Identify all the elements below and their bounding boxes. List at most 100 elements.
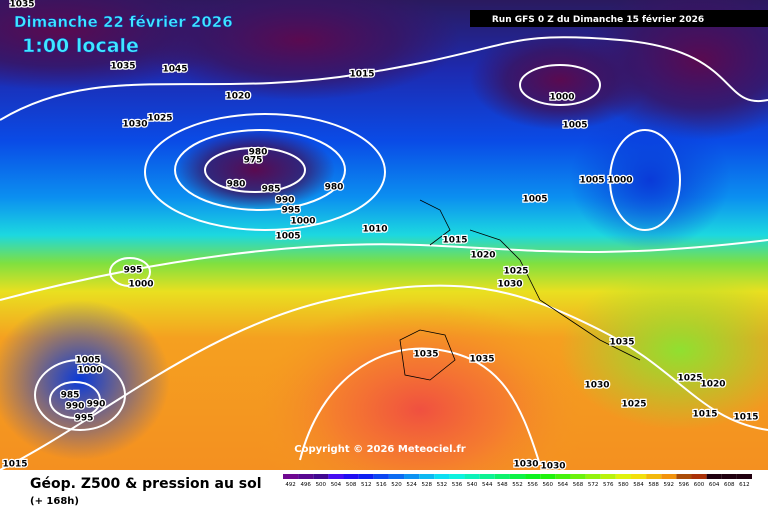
scale-swatch — [600, 474, 616, 479]
isobar-label: 1035 — [413, 350, 438, 360]
scale-label: 596 — [679, 482, 690, 488]
scale-swatch — [464, 474, 480, 479]
isobar-label: 1000 — [290, 217, 315, 227]
scale-swatch — [721, 474, 737, 479]
low-area — [140, 0, 460, 100]
isobar-label: 990 — [276, 196, 295, 206]
green-area — [560, 270, 768, 430]
isobar-label: 980 — [249, 148, 268, 158]
copyright: Copyright © 2026 Meteociel.fr — [294, 444, 465, 455]
scale-swatch — [585, 474, 601, 479]
scale-label: 572 — [588, 482, 599, 488]
run-info: Run GFS 0 Z du Dimanche 15 février 2026 — [492, 14, 704, 25]
low-area — [580, 0, 768, 140]
run-box — [470, 10, 768, 27]
isobar-label: 1015 — [692, 410, 717, 420]
coastlines — [399, 199, 641, 381]
scale-swatch — [661, 474, 677, 479]
isobar-label: 990 — [66, 402, 85, 412]
scale-swatch — [419, 474, 435, 479]
isobar-label: 1005 — [522, 195, 547, 205]
scale-label: 516 — [376, 482, 387, 488]
scale-label: 612 — [739, 482, 750, 488]
isobar-label: 1030 — [513, 460, 538, 470]
isobar-label: 1035 — [609, 338, 634, 348]
isobar-label: 1000 — [549, 93, 574, 103]
scale-label: 568 — [573, 482, 584, 488]
scale-swatch — [525, 474, 541, 479]
scale-label: 564 — [558, 482, 569, 488]
scale-swatch — [555, 474, 571, 479]
isobar-label: 1020 — [225, 92, 250, 102]
scale-swatch — [298, 474, 314, 479]
scale-label: 588 — [648, 482, 659, 488]
scale-swatch — [570, 474, 586, 479]
scale-swatch — [449, 474, 465, 479]
scale-swatch — [479, 474, 495, 479]
scale-swatch — [706, 474, 722, 479]
scale-label: 592 — [664, 482, 675, 488]
scale-swatch — [373, 474, 389, 479]
isobar-label: 1030 — [540, 462, 565, 472]
scale-swatch — [691, 474, 707, 479]
isobar-label: 1045 — [162, 65, 187, 75]
isobar-label: 1020 — [470, 251, 495, 261]
scale-swatch — [615, 474, 631, 479]
scale-swatch — [736, 474, 752, 479]
scale-label: 512 — [361, 482, 372, 488]
isobar-label: 1025 — [147, 114, 172, 124]
scale-label: 560 — [543, 482, 554, 488]
isobar-label: 1000 — [77, 366, 102, 376]
isobar-label: 1025 — [503, 267, 528, 277]
scale-label: 492 — [285, 482, 296, 488]
isobar-label: 1005 — [275, 232, 300, 242]
scale-swatch — [509, 474, 526, 479]
scale-label: 584 — [633, 482, 644, 488]
scale-label: 536 — [452, 482, 463, 488]
valid-date: Dimanche 22 février 2026 — [14, 13, 233, 31]
isobar-label: 1015 — [349, 70, 374, 80]
scale-label: 600 — [694, 482, 705, 488]
isobar-label: 985 — [61, 391, 80, 401]
scale-label: 544 — [482, 482, 493, 488]
scale-label: 556 — [527, 482, 538, 488]
isobar-label: 980 — [325, 183, 344, 193]
low-area — [175, 130, 335, 210]
isobar-label: 1005 — [75, 356, 100, 366]
isobar-label: 1035 — [9, 0, 34, 10]
scale-label: 532 — [437, 482, 448, 488]
isobar-label: 1000 — [128, 280, 153, 290]
isobar-label: 985 — [262, 185, 281, 195]
scale-label: 500 — [316, 482, 327, 488]
footer-lead: (+ 168h) — [30, 496, 79, 507]
scale-label: 496 — [300, 482, 311, 488]
ridge-area — [250, 300, 590, 512]
scale-label: 508 — [346, 482, 357, 488]
scale-label: 524 — [406, 482, 417, 488]
scale-swatch — [494, 474, 510, 479]
scale-label: 540 — [467, 482, 478, 488]
scale-label: 576 — [603, 482, 614, 488]
isobar-label: 990 — [87, 400, 106, 410]
isobar-label: 1015 — [733, 413, 758, 423]
footer-title: Géop. Z500 & pression au sol — [30, 476, 262, 492]
scale-swatch — [388, 474, 405, 479]
isobar-label: 995 — [75, 414, 94, 424]
scale-label: 552 — [512, 482, 523, 488]
isobar-label: 1025 — [677, 374, 702, 384]
isobar-label: 1020 — [700, 380, 725, 390]
isobars — [0, 36, 768, 471]
scale-swatch — [646, 474, 662, 479]
trough-area — [570, 110, 730, 250]
scale-swatch — [313, 474, 329, 479]
isobar-label: 980 — [227, 180, 246, 190]
scale-label: 520 — [391, 482, 402, 488]
scale-swatch — [404, 474, 420, 479]
isobar-label: 1000 — [607, 176, 632, 186]
scale-label: 608 — [724, 482, 735, 488]
scale-swatch — [630, 474, 647, 479]
isobar-label: 1030 — [584, 381, 609, 391]
isobar-label: 1005 — [579, 176, 604, 186]
isobar-label: 1015 — [2, 460, 27, 470]
